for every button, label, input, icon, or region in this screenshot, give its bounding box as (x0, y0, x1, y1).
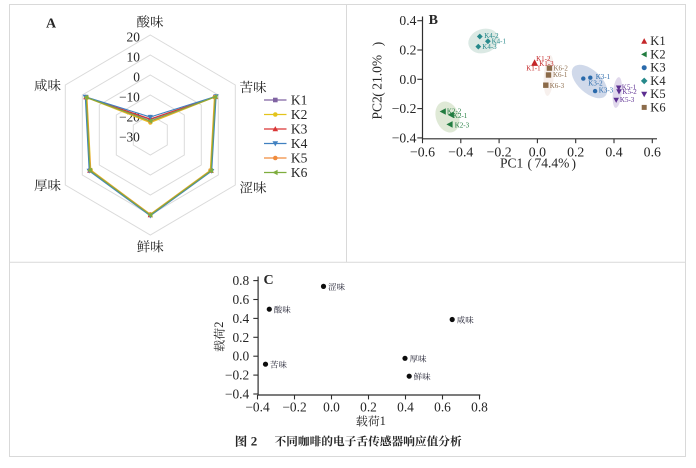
svg-text:0.0: 0.0 (323, 400, 340, 415)
svg-text:74.4%: 74.4% (535, 156, 570, 171)
svg-text:K2-3: K2-3 (455, 121, 470, 129)
svg-text:−30: −30 (119, 130, 140, 145)
svg-text:0.6: 0.6 (644, 145, 661, 160)
svg-text:PC1: PC1 (500, 156, 523, 171)
svg-text:K5-3: K5-3 (620, 96, 635, 104)
svg-text:0.4: 0.4 (605, 145, 622, 160)
svg-text:−0.2: −0.2 (282, 400, 306, 415)
svg-text:K6-3: K6-3 (550, 82, 565, 90)
svg-text:K1: K1 (291, 93, 308, 108)
svg-text:−0.4: −0.4 (225, 387, 250, 402)
svg-text:2: 2 (212, 321, 226, 327)
svg-text:K3-3: K3-3 (599, 86, 614, 94)
svg-text:K2: K2 (650, 47, 665, 61)
svg-text:): ) (370, 42, 385, 47)
svg-text:−0.4: −0.4 (245, 400, 270, 415)
svg-text:0.0: 0.0 (232, 349, 249, 364)
svg-text:0.2: 0.2 (232, 330, 249, 345)
svg-text:PC2: PC2 (370, 96, 385, 119)
svg-text:K5-1: K5-1 (622, 84, 637, 92)
svg-text:−0.4: −0.4 (392, 130, 417, 145)
svg-text:K1-1: K1-1 (526, 65, 541, 73)
svg-text:(: ( (370, 92, 385, 97)
svg-text:0.8: 0.8 (471, 400, 488, 415)
svg-text:K4-3: K4-3 (482, 43, 497, 51)
svg-text:0.6: 0.6 (232, 292, 249, 307)
svg-text:B: B (429, 13, 438, 28)
svg-text:K5-2: K5-2 (622, 88, 637, 96)
svg-text:K6: K6 (650, 100, 665, 114)
svg-text:): ) (572, 156, 577, 171)
svg-text:K2: K2 (291, 107, 308, 122)
svg-text:K3-2: K3-2 (588, 79, 603, 87)
svg-text:C: C (264, 273, 274, 288)
svg-text:K1-2: K1-2 (536, 55, 551, 63)
svg-text:K4-2: K4-2 (484, 32, 499, 40)
svg-text:(: ( (528, 156, 533, 171)
svg-text:0.0: 0.0 (399, 72, 416, 87)
svg-text:K5: K5 (650, 87, 665, 101)
svg-text:0.4: 0.4 (397, 400, 414, 415)
svg-text:1: 1 (380, 414, 386, 428)
svg-text:21.0%: 21.0% (370, 55, 385, 90)
svg-text:0.4: 0.4 (232, 311, 249, 326)
svg-text:K3: K3 (291, 122, 308, 137)
svg-text:A: A (46, 17, 57, 32)
svg-text:K3-1: K3-1 (596, 73, 611, 81)
svg-text:−0.2: −0.2 (392, 101, 417, 116)
svg-text:2: 2 (251, 434, 258, 449)
svg-text:0.2: 0.2 (567, 145, 584, 160)
svg-text:K6: K6 (291, 165, 308, 180)
svg-text:0.2: 0.2 (360, 400, 377, 415)
svg-text:K1: K1 (650, 34, 665, 48)
svg-text:0: 0 (133, 70, 140, 85)
svg-text:20: 20 (127, 30, 141, 45)
svg-text:−0.2: −0.2 (225, 368, 249, 383)
svg-text:K6-1: K6-1 (553, 71, 568, 79)
svg-text:K4-1: K4-1 (492, 38, 507, 46)
svg-text:K3: K3 (650, 61, 665, 75)
svg-text:−0.4: −0.4 (448, 145, 473, 160)
svg-text:K2-2: K2-2 (447, 107, 462, 115)
svg-text:K5: K5 (291, 151, 308, 166)
svg-text:−0.2: −0.2 (487, 145, 512, 160)
svg-text:0.2: 0.2 (399, 43, 416, 58)
svg-text:K2-1: K2-1 (453, 112, 468, 120)
svg-text:−0.6: −0.6 (410, 145, 435, 160)
svg-text:−10: −10 (119, 90, 140, 105)
svg-text:0.4: 0.4 (399, 13, 416, 28)
svg-text:K6-2: K6-2 (554, 64, 569, 72)
svg-text:10: 10 (127, 50, 141, 65)
svg-text:K4: K4 (650, 74, 666, 88)
svg-text:0.0: 0.0 (529, 145, 546, 160)
svg-text:K1-3: K1-3 (539, 60, 554, 68)
svg-text:K4: K4 (291, 136, 308, 151)
svg-text:0.6: 0.6 (434, 400, 451, 415)
svg-text:0.8: 0.8 (232, 273, 249, 288)
